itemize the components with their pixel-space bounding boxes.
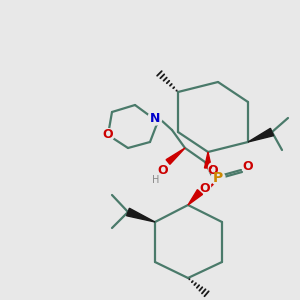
Text: O: O bbox=[101, 128, 115, 142]
Text: O: O bbox=[200, 182, 210, 194]
Text: O: O bbox=[199, 181, 212, 196]
Text: O: O bbox=[243, 160, 253, 173]
Polygon shape bbox=[248, 128, 274, 142]
Text: N: N bbox=[150, 112, 160, 124]
Circle shape bbox=[148, 111, 162, 125]
Text: O: O bbox=[208, 164, 218, 176]
Polygon shape bbox=[188, 190, 202, 205]
Text: N: N bbox=[148, 110, 161, 125]
Text: O: O bbox=[206, 163, 220, 178]
Text: O: O bbox=[157, 163, 169, 178]
Circle shape bbox=[211, 171, 225, 185]
Text: O: O bbox=[242, 160, 254, 175]
Text: P: P bbox=[213, 171, 223, 185]
Text: H: H bbox=[152, 175, 160, 185]
Text: O: O bbox=[103, 128, 113, 142]
Text: P: P bbox=[212, 169, 224, 187]
Text: O: O bbox=[158, 164, 168, 176]
Polygon shape bbox=[166, 148, 185, 164]
Polygon shape bbox=[205, 152, 212, 168]
Circle shape bbox=[102, 129, 114, 141]
Polygon shape bbox=[127, 208, 155, 222]
